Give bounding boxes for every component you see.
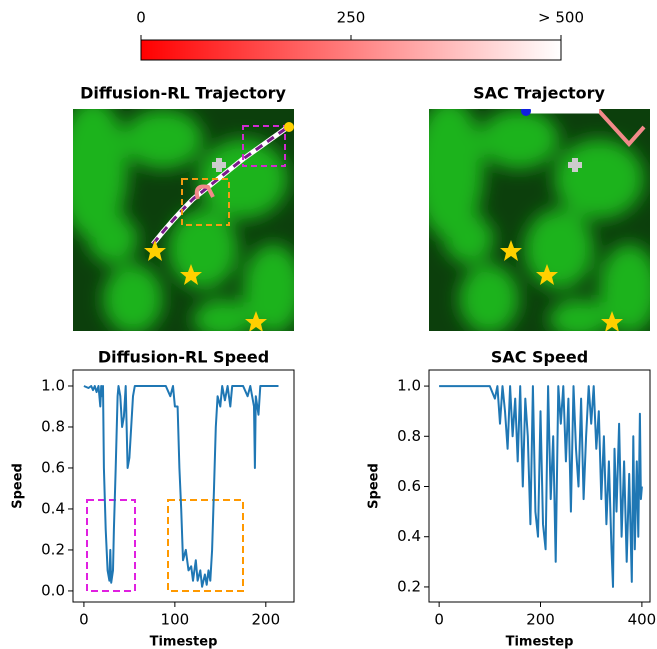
x-axis-label: Timestep [506, 635, 574, 649]
y-tick-label: 0.2 [397, 577, 421, 595]
y-tick-label: 1.0 [397, 377, 421, 395]
terrain-map [73, 109, 294, 331]
panel-title: Diffusion-RL Trajectory [80, 84, 286, 103]
tick-label: 250 [337, 9, 366, 27]
colorbar [140, 39, 562, 61]
chart-title: SAC Speed [491, 348, 588, 367]
chart-title: Diffusion-RL Speed [98, 348, 269, 367]
y-axis-label: Speed [11, 463, 26, 509]
tick-label: > 500 [538, 9, 584, 27]
terrain-map [429, 109, 650, 331]
y-tick-label: 0.4 [397, 527, 421, 545]
speed-line [439, 385, 643, 588]
x-tick-label: 200 [251, 611, 280, 629]
speed-line [83, 385, 279, 588]
highlight-box [167, 499, 244, 592]
highlight-box [86, 499, 136, 592]
y-axis-label: Speed [367, 463, 382, 509]
x-tick-label: 200 [526, 611, 555, 629]
y-tick-label: 1.0 [41, 376, 65, 394]
y-tick-label: 0.8 [41, 417, 65, 435]
y-tick-label: 0.0 [41, 581, 65, 599]
x-tick-label: 100 [161, 611, 190, 629]
axes-frame [72, 369, 295, 603]
panel-title: SAC Trajectory [473, 84, 605, 103]
y-tick-label: 0.6 [397, 477, 421, 495]
y-tick-label: 0.8 [397, 427, 421, 445]
x-axis-label: Timestep [150, 635, 218, 649]
x-tick-label: 0 [79, 611, 89, 629]
y-tick-label: 0.4 [41, 499, 65, 517]
axes-frame [428, 369, 651, 603]
x-tick-label: 400 [628, 611, 657, 629]
tick-label: 0 [136, 9, 146, 27]
y-tick-label: 0.2 [41, 540, 65, 558]
y-tick-label: 0.6 [41, 458, 65, 476]
x-tick-label: 0 [434, 611, 444, 629]
